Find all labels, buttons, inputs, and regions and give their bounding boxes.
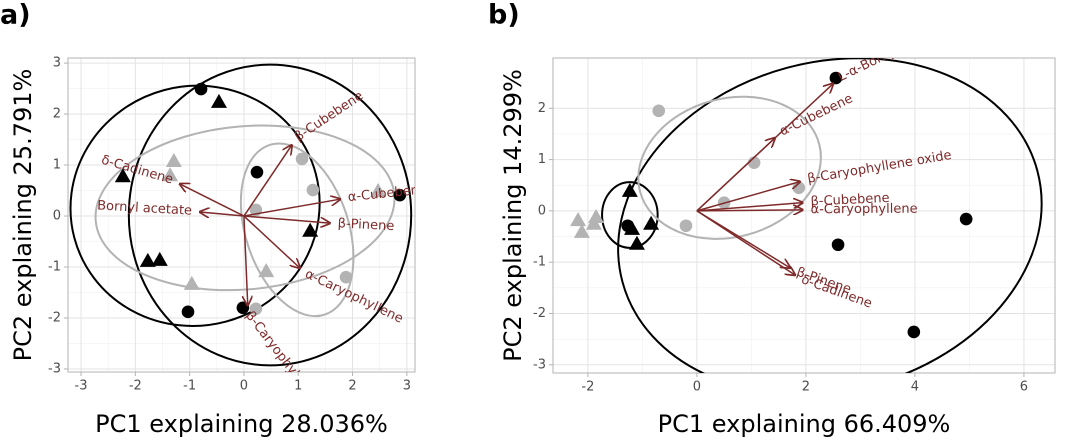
loading-arrow [243,215,300,268]
confidence-ellipse [601,181,659,249]
x-tick-label: 4 [911,380,919,395]
y-tick-label: 2 [53,107,61,122]
x-tick-label: 0 [693,380,701,395]
point [570,212,587,227]
plot-border [552,57,1056,374]
point [959,212,973,226]
loading-label: α-Cubebene [347,182,427,205]
y-axis-title: PC2 explaining 25.791% [9,69,37,362]
loading-arrow [696,203,803,212]
point [139,252,156,267]
loading-arrow [696,210,803,211]
y-tick-label: -2 [533,306,546,321]
point [151,251,168,266]
y-tick-label: -1 [533,255,546,270]
y-tick-label: -3 [533,357,546,372]
panel-label: a) [0,0,31,31]
point [679,219,693,233]
confidence-ellipse [69,84,321,327]
y-tick-label: 0 [53,209,61,224]
y-tick-label: 3 [53,56,61,71]
y-tick-label: 2 [538,101,546,116]
x-tick-label: -2 [581,380,594,395]
loading-label: β-Pinene [337,216,394,234]
plot-border [67,57,416,373]
loading-arrow [696,210,795,275]
plot-background [553,58,1055,373]
point [183,275,200,290]
point [250,165,264,179]
point [573,223,590,238]
point [585,215,602,230]
confidence-ellipse [127,63,413,367]
x-axis-title: PC1 explaining 66.409% [658,410,951,438]
x-tick-label: -1 [183,379,196,394]
x-tick-label: -3 [75,379,88,394]
point [339,270,353,284]
point [621,182,638,197]
x-axis-title: PC1 explaining 28.036% [95,410,388,438]
loading-arrow [200,212,245,216]
point [628,235,645,250]
x-tick-label: 1 [294,379,302,394]
point [643,215,660,230]
point [194,82,208,96]
y-axis-title: PC2 explaining 14.299% [499,69,527,362]
panel-label: b) [488,0,520,31]
x-tick-label: 6 [1020,380,1028,395]
point [210,93,227,108]
loading-label: β-Cubebene [810,191,890,210]
y-tick-label: -2 [48,310,61,325]
point [393,188,407,202]
point [829,71,843,85]
point [907,325,921,339]
loading-arrow [244,215,248,305]
loading-label: α-Caryophyllene [811,202,918,218]
x-tick-label: 3 [403,379,411,394]
point [652,104,666,118]
loading-arrow [243,215,330,223]
loading-label: Bornyl acetate [97,198,193,218]
point [295,152,309,166]
point [258,263,275,278]
point [624,220,641,235]
x-tick-label: 0 [240,379,248,394]
loading-arrow [243,199,340,217]
point [306,183,320,197]
point [302,222,319,237]
panel: -3 -2 -1 0 1 2 3-3-2-10123β-Cubebeneα-Cubebene… [0,0,427,438]
x-tick-label: 2 [802,380,810,395]
x-tick-label: -2 [129,379,142,394]
confidence-ellipse [617,58,1043,373]
x-tick-label: 2 [348,379,356,394]
y-tick-label: 0 [538,203,546,218]
loading-arrow [180,184,245,217]
y-tick-label: 1 [538,152,546,167]
confidence-ellipse [239,142,355,318]
y-tick-label: -3 [48,361,61,376]
point [370,183,387,198]
point [831,238,845,252]
y-tick-label: -1 [48,259,61,274]
point [162,167,179,182]
loading-arrow [696,138,775,212]
loading-arrow [243,145,292,217]
point [114,168,131,183]
point [165,152,182,167]
y-tick-label: 1 [53,158,61,173]
point [181,305,195,319]
confidence-ellipse [637,95,822,240]
loading-arrow [696,182,800,212]
